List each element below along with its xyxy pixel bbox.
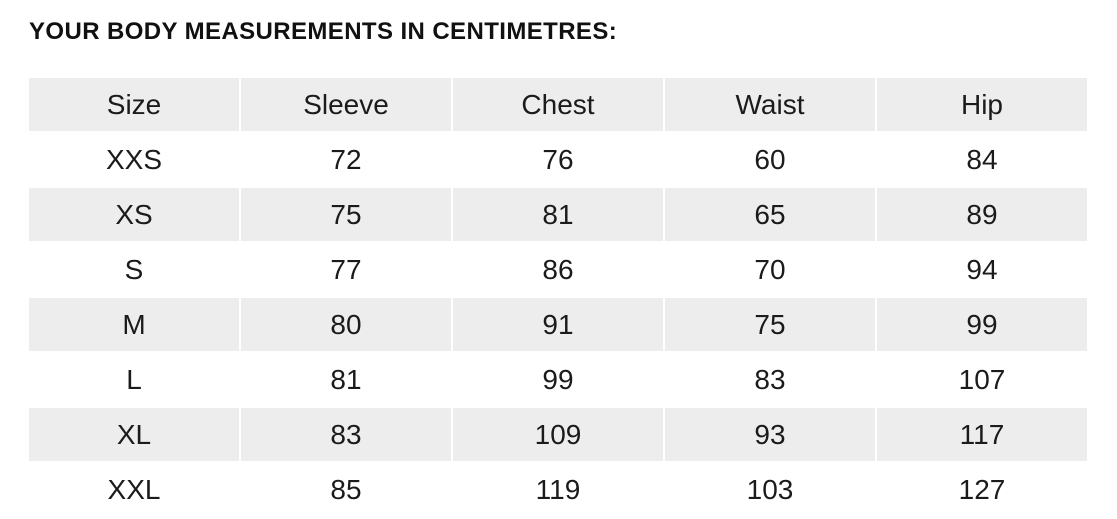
measurement-value-cell: 80 — [241, 298, 451, 351]
table-head: Size Sleeve Chest Waist Hip — [29, 78, 1087, 131]
size-label-cell: XL — [29, 408, 239, 461]
table-row-s: S 77 86 70 94 — [29, 243, 1087, 296]
size-label-cell: XS — [29, 188, 239, 241]
measurement-value-cell: 119 — [453, 463, 663, 516]
measurement-value-cell: 107 — [877, 353, 1087, 406]
size-label-cell: XXL — [29, 463, 239, 516]
size-label-cell: L — [29, 353, 239, 406]
measurement-value-cell: 75 — [665, 298, 875, 351]
table-row-xs: XS 75 81 65 89 — [29, 188, 1087, 241]
measurement-value-cell: 65 — [665, 188, 875, 241]
table-row-xl: XL 83 109 93 117 — [29, 408, 1087, 461]
measurement-value-cell: 109 — [453, 408, 663, 461]
size-label-cell: M — [29, 298, 239, 351]
measurement-value-cell: 89 — [877, 188, 1087, 241]
table-row-xxs: XXS 72 76 60 84 — [29, 133, 1087, 186]
measurement-value-cell: 86 — [453, 243, 663, 296]
measurement-value-cell: 99 — [453, 353, 663, 406]
measurement-value-cell: 60 — [665, 133, 875, 186]
measurement-value-cell: 81 — [453, 188, 663, 241]
measurement-value-cell: 83 — [241, 408, 451, 461]
table-row-xxl: XXL 85 119 103 127 — [29, 463, 1087, 516]
measurement-value-cell: 117 — [877, 408, 1087, 461]
measurement-value-cell: 99 — [877, 298, 1087, 351]
measurement-value-cell: 94 — [877, 243, 1087, 296]
measurement-value-cell: 76 — [453, 133, 663, 186]
measurement-value-cell: 81 — [241, 353, 451, 406]
size-label-cell: S — [29, 243, 239, 296]
column-header-size: Size — [29, 78, 239, 131]
measurement-value-cell: 83 — [665, 353, 875, 406]
measurement-value-cell: 77 — [241, 243, 451, 296]
measurements-table: Size Sleeve Chest Waist Hip XXS 72 76 60 84 XS 75 8… — [27, 76, 1089, 518]
measurement-value-cell: 85 — [241, 463, 451, 516]
table-row-l: L 81 99 83 107 — [29, 353, 1087, 406]
column-header-waist: Waist — [665, 78, 875, 131]
size-label-cell: XXS — [29, 133, 239, 186]
measurement-value-cell: 84 — [877, 133, 1087, 186]
measurement-value-cell: 127 — [877, 463, 1087, 516]
page-title: YOUR BODY MEASUREMENTS IN CENTIMETRES: — [29, 18, 618, 45]
measurement-value-cell: 91 — [453, 298, 663, 351]
measurement-value-cell: 103 — [665, 463, 875, 516]
measurement-value-cell: 72 — [241, 133, 451, 186]
column-header-chest: Chest — [453, 78, 663, 131]
measurement-value-cell: 70 — [665, 243, 875, 296]
table-header-row: Size Sleeve Chest Waist Hip — [29, 78, 1087, 131]
column-header-hip: Hip — [877, 78, 1087, 131]
table-body: XXS 72 76 60 84 XS 75 81 65 89 S 77 86 70 94 M 80 91 75 99 L… — [29, 133, 1087, 516]
column-header-sleeve: Sleeve — [241, 78, 451, 131]
measurement-value-cell: 75 — [241, 188, 451, 241]
table-row-m: M 80 91 75 99 — [29, 298, 1087, 351]
measurement-value-cell: 93 — [665, 408, 875, 461]
